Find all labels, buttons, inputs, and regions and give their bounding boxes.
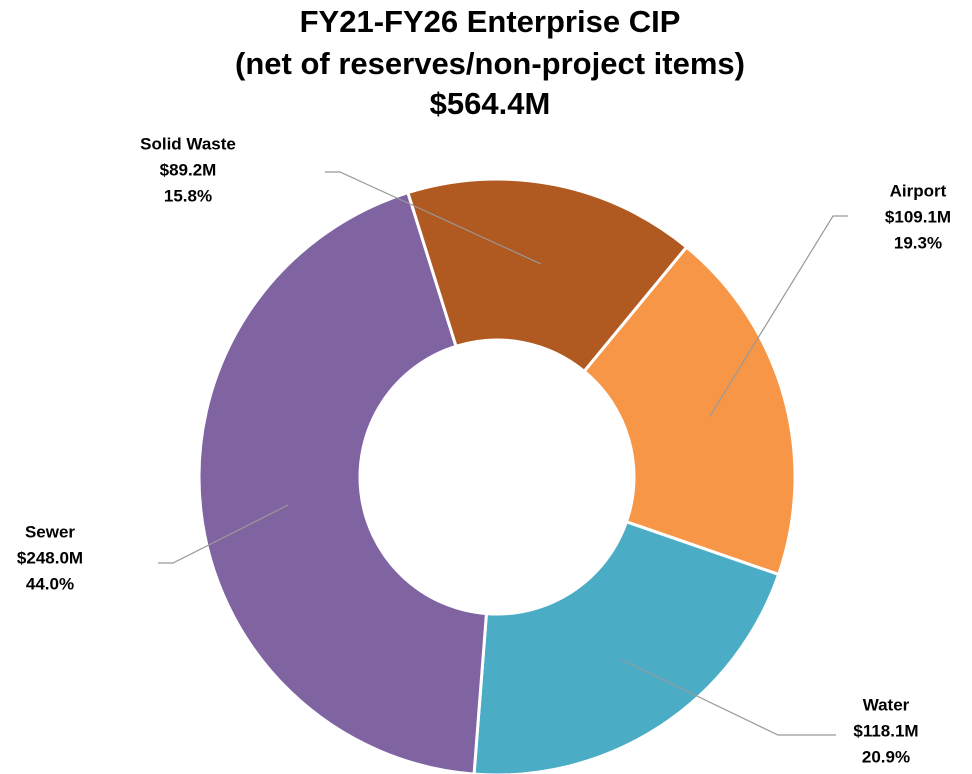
value-label: $248.0M: [17, 548, 83, 567]
value-label: $89.2M: [160, 160, 217, 179]
category-label: Solid Waste: [140, 134, 236, 153]
chart-total: $564.4M: [430, 86, 551, 121]
value-label: $118.1M: [853, 721, 918, 740]
labels: Airport $109.1M 19.3% Water $118.1M 20.9% Sewe…: [17, 134, 951, 766]
leader-line: [158, 504, 289, 564]
chart-subtitle: (net of reserves/non-project items): [235, 46, 745, 81]
percentage-label: 20.9%: [862, 747, 910, 766]
slice: [472, 519, 781, 774]
leader-line: [621, 659, 836, 736]
category-label: Water: [863, 695, 910, 714]
chart-title: FY21-FY26 Enterprise CIP: [300, 4, 681, 39]
percentage-label: 15.8%: [164, 186, 212, 205]
category-label: Sewer: [25, 522, 75, 541]
percentage-label: 19.3%: [894, 233, 942, 252]
value-label: $109.1M: [885, 207, 951, 226]
leader-line: [325, 171, 542, 265]
category-label: Airport: [890, 181, 947, 200]
slice: [197, 190, 489, 774]
leader-line: [709, 215, 848, 417]
slice: [406, 177, 689, 374]
donut: [197, 177, 797, 774]
slice: [582, 244, 797, 577]
percentage-label: 44.0%: [26, 574, 74, 593]
